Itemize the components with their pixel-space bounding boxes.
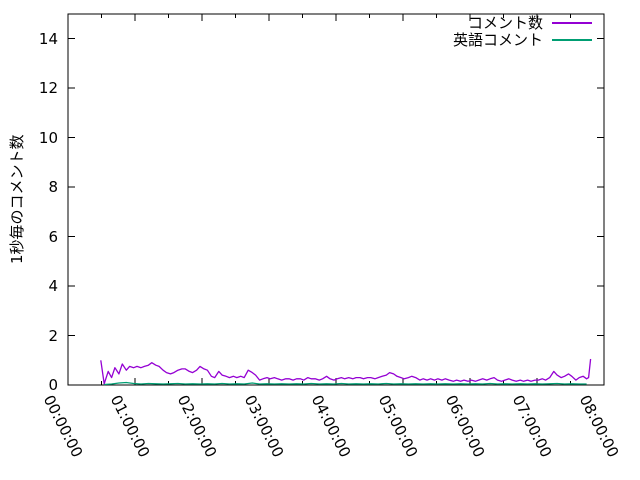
y-tick-label: 10	[38, 128, 58, 147]
y-tick-label: 12	[38, 79, 58, 98]
series-line-1	[104, 381, 587, 386]
plot-border	[67, 13, 605, 386]
legend-item-english-comments: 英語コメント	[0, 32, 592, 48]
legend-line-english-comments-icon	[552, 39, 592, 41]
y-tick-label: 14	[38, 29, 58, 48]
series-line-0	[100, 358, 592, 385]
legend: コメント数 英語コメント	[0, 15, 592, 48]
y-tick-label: 6	[48, 227, 58, 246]
y-tick-label: 2	[48, 326, 58, 345]
y-tick-label: 4	[48, 277, 58, 296]
legend-item-comments: コメント数	[0, 15, 592, 31]
y-tick-label: 8	[48, 178, 58, 197]
y-tick-label: 0	[48, 376, 58, 394]
legend-label-comments: コメント数	[467, 14, 543, 32]
legend-line-comments-icon	[552, 22, 592, 24]
legend-label-english-comments: 英語コメント	[452, 31, 543, 49]
